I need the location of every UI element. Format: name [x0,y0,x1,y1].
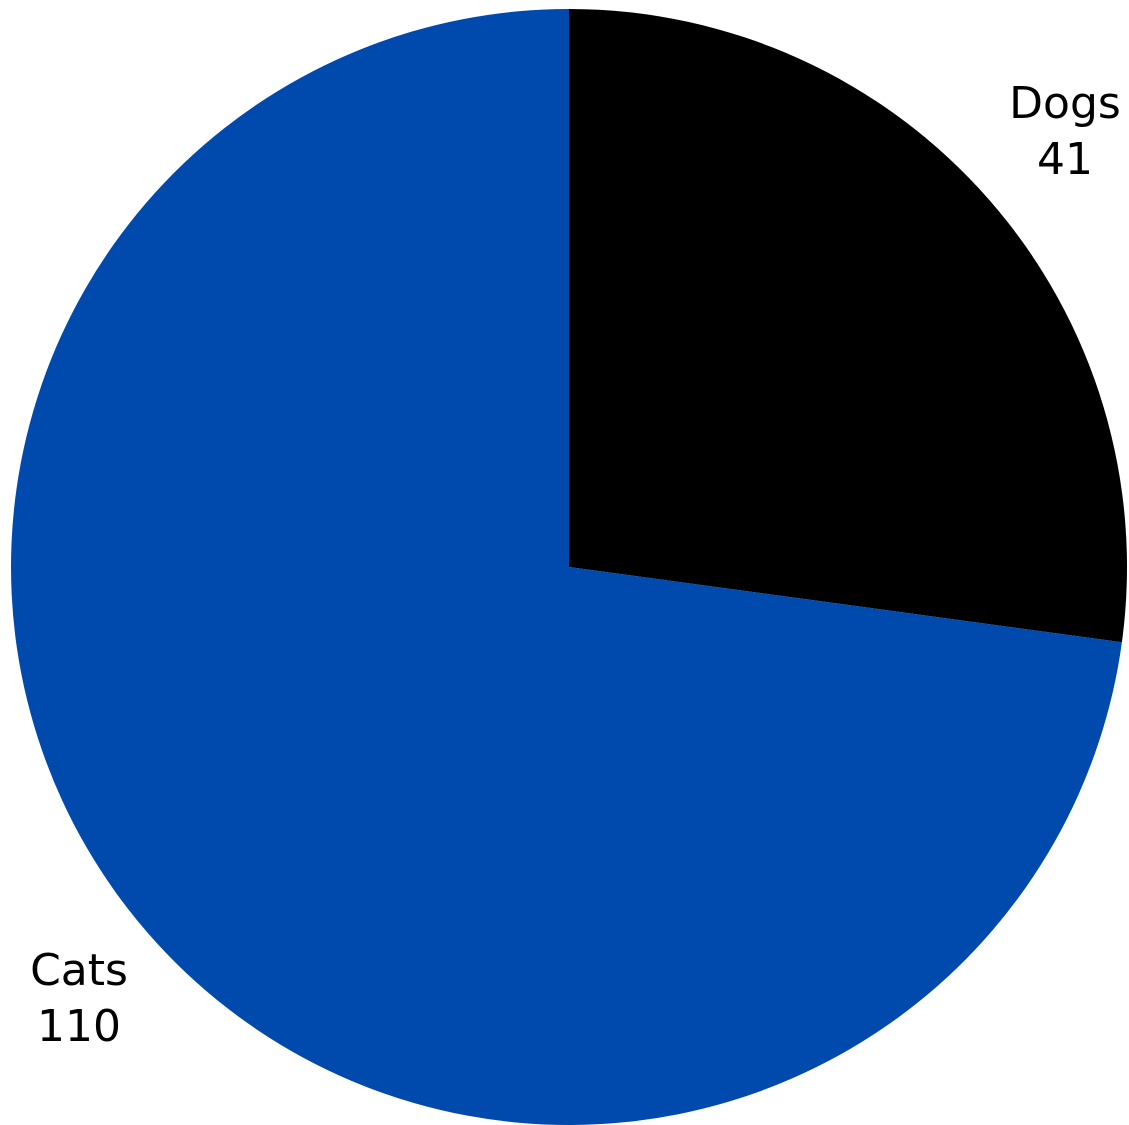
slice-value-dogs: 41 [1037,134,1093,185]
slice-value-cats: 110 [37,1001,121,1052]
pie-slices [11,9,1127,1125]
pie-slice-dogs [569,9,1127,643]
slice-label-cats: Cats [30,945,128,996]
pie-slice-cats [11,9,1122,1125]
slice-label-dogs: Dogs [1009,78,1121,129]
